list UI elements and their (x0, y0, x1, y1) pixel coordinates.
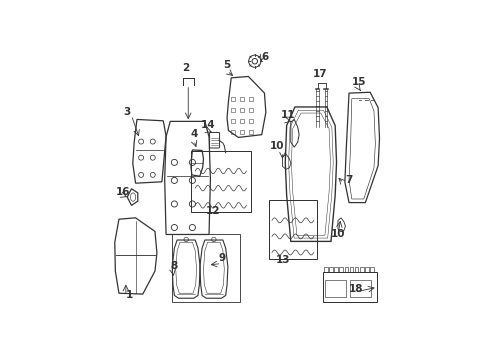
Text: 16: 16 (115, 187, 130, 197)
Bar (349, 267, 352, 272)
Bar (239, 108, 243, 112)
Text: 8: 8 (170, 261, 177, 271)
Bar (354, 267, 358, 272)
Bar (324, 267, 327, 272)
Bar (239, 119, 243, 123)
Text: 13: 13 (275, 255, 289, 265)
Bar (359, 267, 363, 272)
Bar (230, 130, 234, 134)
Bar (239, 97, 243, 100)
Text: 3: 3 (123, 107, 130, 117)
Text: 15: 15 (351, 77, 365, 87)
Text: 6: 6 (261, 53, 268, 62)
Text: 10: 10 (269, 141, 284, 151)
Bar (230, 119, 234, 123)
Text: 18: 18 (348, 284, 363, 294)
Bar (230, 108, 234, 112)
Bar (339, 267, 343, 272)
Text: 11: 11 (280, 110, 295, 120)
Bar (369, 267, 373, 272)
Text: 10: 10 (330, 229, 345, 239)
Bar (239, 130, 243, 134)
Bar (328, 267, 332, 272)
Bar (268, 200, 317, 260)
Bar (171, 234, 239, 302)
Bar (325, 280, 346, 297)
Bar (248, 130, 252, 134)
Text: 5: 5 (223, 60, 230, 70)
Text: 17: 17 (312, 69, 327, 79)
Bar (344, 267, 347, 272)
Text: 12: 12 (206, 206, 220, 216)
Text: 7: 7 (344, 175, 351, 185)
Bar (334, 267, 337, 272)
Bar (350, 280, 370, 297)
Bar (365, 267, 368, 272)
Text: 4: 4 (190, 130, 197, 139)
Bar (230, 97, 234, 100)
Text: 14: 14 (200, 120, 215, 130)
Bar (248, 97, 252, 100)
Text: 9: 9 (218, 253, 225, 263)
Bar (191, 151, 250, 212)
Text: 1: 1 (125, 290, 133, 300)
Bar (248, 108, 252, 112)
Bar (322, 272, 376, 302)
Text: 2: 2 (182, 63, 189, 73)
Bar (248, 119, 252, 123)
